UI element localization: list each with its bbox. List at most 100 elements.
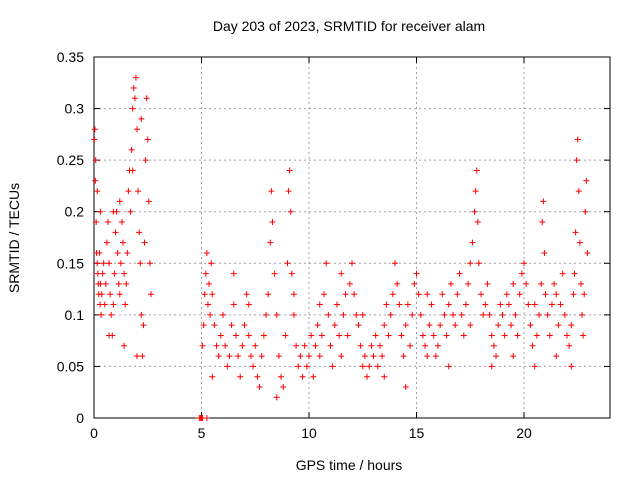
data-point (514, 332, 521, 339)
data-point (538, 280, 545, 287)
data-point (290, 311, 297, 318)
data-point (237, 373, 244, 380)
data-point (121, 342, 128, 349)
data-point (329, 363, 336, 370)
data-point (146, 260, 153, 267)
data-point (572, 229, 579, 236)
data-point (385, 332, 392, 339)
x-tick-label: 0 (90, 425, 98, 441)
data-point (316, 301, 323, 308)
data-point (415, 291, 422, 298)
data-point (544, 311, 551, 318)
data-point (376, 342, 383, 349)
data-point (267, 239, 274, 246)
data-point (94, 188, 101, 195)
data-point (351, 291, 358, 298)
data-point (217, 332, 224, 339)
data-point (353, 311, 360, 318)
data-point (228, 322, 235, 329)
data-point (452, 322, 459, 329)
data-point (568, 322, 575, 329)
data-point (488, 363, 495, 370)
data-point (204, 301, 211, 308)
data-point (138, 115, 145, 122)
data-point (107, 291, 114, 298)
data-point (512, 311, 519, 318)
data-point (575, 188, 582, 195)
data-point (424, 291, 431, 298)
data-point (127, 208, 134, 215)
data-point (381, 373, 388, 380)
data-point (201, 291, 208, 298)
data-point (568, 363, 575, 370)
data-point (430, 332, 437, 339)
data-point (287, 208, 294, 215)
data-point (286, 167, 293, 174)
data-point (211, 322, 218, 329)
data-point (484, 280, 491, 287)
data-point (331, 322, 338, 329)
x-tick-label: 10 (301, 425, 317, 441)
data-point (220, 311, 226, 318)
data-point (98, 311, 105, 318)
y-axis-label: SRMTID / TECUs (6, 183, 22, 293)
data-point (203, 249, 210, 256)
grid-lines (94, 57, 610, 418)
data-point (130, 84, 137, 91)
data-point (145, 198, 152, 205)
data-point (202, 270, 209, 277)
data-point (417, 311, 424, 318)
data-point (136, 229, 143, 236)
data-point (482, 301, 489, 308)
data-point (460, 332, 467, 339)
data-point (566, 342, 573, 349)
data-point (372, 332, 379, 339)
data-point (553, 291, 560, 298)
data-point (230, 270, 237, 277)
data-point (407, 342, 414, 349)
data-point (576, 239, 583, 246)
data-point (100, 260, 107, 267)
data-point (323, 260, 330, 267)
data-point (268, 188, 275, 195)
data-point (114, 249, 121, 256)
data-point (480, 311, 487, 318)
y-tick-label: 0.15 (57, 255, 84, 271)
data-point (542, 291, 549, 298)
data-point (288, 270, 295, 277)
data-point (518, 270, 525, 277)
data-point (450, 311, 457, 318)
data-point (222, 342, 229, 349)
data-point (318, 332, 325, 339)
data-point (548, 301, 555, 308)
data-point (235, 353, 242, 360)
data-point (290, 291, 297, 298)
data-point (445, 301, 452, 308)
plot-area-border (93, 56, 611, 419)
data-point (495, 322, 502, 329)
data-point (92, 157, 99, 164)
data-point (120, 239, 127, 246)
data-point (273, 311, 280, 318)
data-point (117, 260, 124, 267)
data-point (147, 291, 154, 298)
y-tick-label: 0.25 (57, 152, 84, 168)
data-point (239, 342, 246, 349)
data-point (533, 332, 540, 339)
data-point (103, 239, 110, 246)
data-point (366, 363, 373, 370)
data-points (91, 74, 591, 421)
data-point (91, 136, 98, 143)
data-point (200, 322, 207, 329)
data-point (357, 342, 364, 349)
data-point (344, 332, 351, 339)
data-point (263, 311, 269, 318)
chart-title: Day 203 of 2023, SRMTID for receiver ala… (213, 18, 485, 34)
data-point (370, 353, 377, 360)
data-point (96, 249, 103, 256)
data-point (269, 219, 276, 226)
data-point (419, 332, 426, 339)
data-point (424, 353, 431, 360)
data-point (546, 332, 553, 339)
